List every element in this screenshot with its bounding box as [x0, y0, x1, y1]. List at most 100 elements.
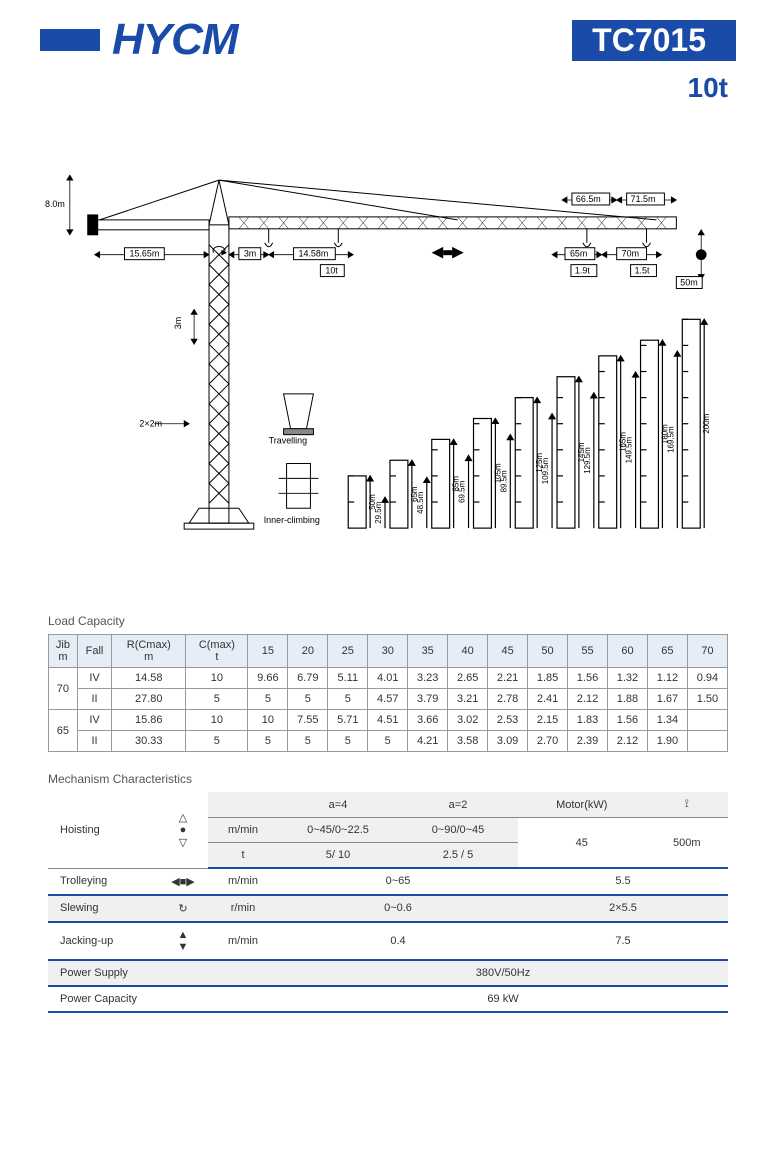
svg-text:48.5m: 48.5m: [416, 491, 425, 513]
svg-text:66.5m: 66.5m: [576, 194, 601, 204]
load-cell: 3.79: [408, 689, 448, 710]
load-cell: 7.55: [288, 710, 328, 731]
load-cell: 3.21: [448, 689, 488, 710]
load-cell: 2.15: [528, 710, 568, 731]
svg-text:3m: 3m: [173, 317, 183, 329]
load-cell: 3.66: [408, 710, 448, 731]
diagram-svg: 8.0m 15.65m 3m 14.58m 10t 65m 70m 1.9t 1…: [40, 164, 736, 584]
load-cell: 6.79: [288, 668, 328, 689]
load-cell: 10: [248, 710, 288, 731]
mechanism-section: Mechanism Characteristics Hoisting △●▽ a…: [48, 772, 728, 1013]
load-cell: 1.90: [647, 731, 687, 752]
hoist-a4-header: a=4: [278, 792, 398, 818]
load-cell: 3.02: [448, 710, 488, 731]
load-capacity-table: JibmFallR(Cmax)mC(max)t15202530354045505…: [48, 634, 728, 752]
jacking-val: 0.4: [278, 922, 518, 960]
hoist-t4: 5/ 10: [278, 843, 398, 869]
load-cell: 4.21: [408, 731, 448, 752]
header-accent-bar: [40, 29, 100, 51]
mechanism-table: Hoisting △●▽ a=4 a=2 Motor(kW) ⟟ m/min 0…: [48, 792, 728, 1013]
svg-text:70m: 70m: [622, 249, 639, 259]
svg-text:14.58m: 14.58m: [299, 249, 329, 259]
jib-cell: 70: [49, 668, 78, 710]
load-cell: 5.71: [328, 710, 368, 731]
svg-text:65m: 65m: [570, 249, 587, 259]
load-cell: 1.85: [528, 668, 568, 689]
hoist-t2: 2.5 / 5: [398, 843, 518, 869]
header: HYCM TC7015: [0, 0, 776, 70]
trolleying-motor: 5.5: [518, 868, 728, 895]
load-cell: 5: [186, 689, 248, 710]
load-cell: [687, 710, 727, 731]
load-cell: 4.57: [368, 689, 408, 710]
slewing-val: 0~0.6: [278, 895, 518, 922]
load-cell: 1.56: [607, 710, 647, 731]
load-cell: 1.50: [687, 689, 727, 710]
svg-text:200m: 200m: [702, 413, 711, 433]
svg-text:109.5m: 109.5m: [541, 457, 550, 484]
load-header: 70: [687, 635, 727, 668]
crane-diagram: 8.0m 15.65m 3m 14.58m 10t 65m 70m 1.9t 1…: [40, 164, 736, 584]
load-header: C(max)t: [186, 635, 248, 668]
load-cell: 14.58: [112, 668, 186, 689]
load-header: 65: [647, 635, 687, 668]
load-cell: IV: [77, 668, 111, 689]
load-header: 35: [408, 635, 448, 668]
jacking-motor: 7.5: [518, 922, 728, 960]
hoist-unit-speed: m/min: [208, 818, 278, 843]
slewing-unit: r/min: [208, 895, 278, 922]
load-cell: II: [77, 689, 111, 710]
load-cell: 5: [328, 731, 368, 752]
load-cell: 1.56: [568, 668, 608, 689]
load-cell: 30.33: [112, 731, 186, 752]
svg-text:71.5m: 71.5m: [631, 194, 656, 204]
load-header: 25: [328, 635, 368, 668]
jacking-icon: ▲▼: [158, 922, 208, 960]
trolleying-unit: m/min: [208, 868, 278, 895]
hoisting-label: Hoisting: [48, 792, 158, 868]
jacking-unit: m/min: [208, 922, 278, 960]
motor-header: Motor(kW): [518, 792, 646, 818]
load-header: R(Cmax)m: [112, 635, 186, 668]
hoist-rope: 500m: [646, 818, 728, 869]
trolleying-icon: ◀■▶: [158, 868, 208, 895]
load-cell: 4.01: [368, 668, 408, 689]
load-cell: 5: [288, 689, 328, 710]
svg-text:89.5m: 89.5m: [499, 470, 508, 492]
load-cell: 2.53: [488, 710, 528, 731]
brand-logo: HYCM: [112, 15, 238, 65]
load-cell: 4.51: [368, 710, 408, 731]
load-header: 15: [248, 635, 288, 668]
load-cell: 1.83: [568, 710, 608, 731]
svg-text:50m: 50m: [680, 278, 697, 288]
hoist-motor: 45: [518, 818, 646, 869]
svg-text:149.5m: 149.5m: [625, 436, 634, 463]
load-capacity-section: Load Capacity JibmFallR(Cmax)mC(max)t152…: [48, 614, 728, 752]
load-header: 60: [607, 635, 647, 668]
load-cell: 2.21: [488, 668, 528, 689]
svg-text:8.0m: 8.0m: [45, 199, 65, 209]
svg-text:169.5m: 169.5m: [666, 426, 675, 453]
load-cell: 15.86: [112, 710, 186, 731]
trolleying-val: 0~65: [278, 868, 518, 895]
svg-text:15.65m: 15.65m: [129, 249, 159, 259]
load-cell: 5: [248, 689, 288, 710]
load-cell: 2.78: [488, 689, 528, 710]
power-supply-label: Power Supply: [48, 960, 278, 986]
hoist-v2: 0~90/0~45: [398, 818, 518, 843]
load-header: 50: [528, 635, 568, 668]
load-cell: 5: [186, 731, 248, 752]
jib-cell: 65: [49, 710, 78, 752]
load-header: Fall: [77, 635, 111, 668]
load-cell: 2.41: [528, 689, 568, 710]
svg-text:1.9t: 1.9t: [575, 266, 590, 276]
load-cell: 5: [288, 731, 328, 752]
load-cell: 2.39: [568, 731, 608, 752]
load-header: 55: [568, 635, 608, 668]
load-cell: 1.12: [647, 668, 687, 689]
svg-text:Inner-climbing: Inner-climbing: [264, 515, 320, 525]
load-cell: IV: [77, 710, 111, 731]
rope-icon: ⟟: [646, 792, 728, 818]
svg-text:10t: 10t: [325, 266, 338, 276]
hoist-v4: 0~45/0~22.5: [278, 818, 398, 843]
